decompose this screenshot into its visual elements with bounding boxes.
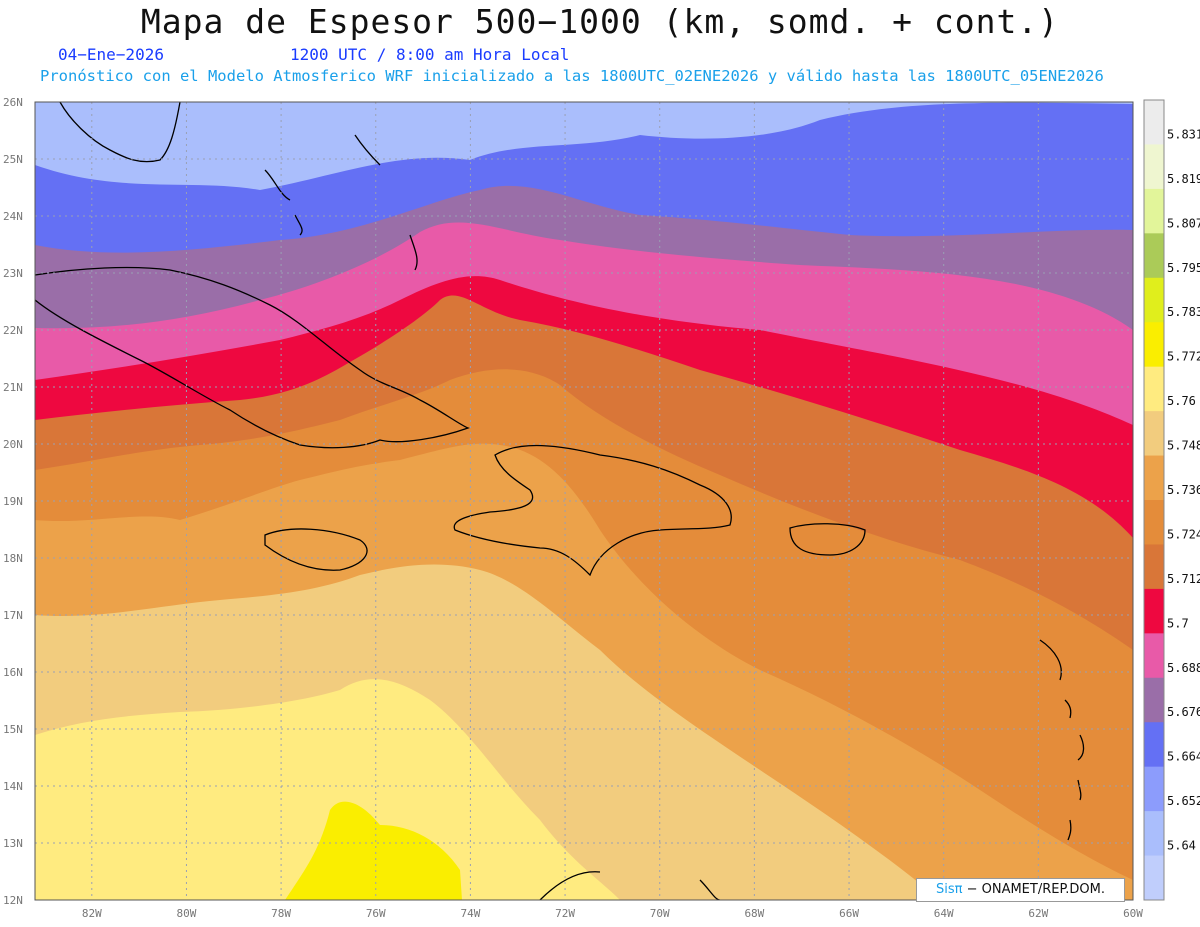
credit-box: Sisπ − ONAMET/REP.DOM. [916,878,1125,902]
colorbar-swatch [1144,366,1164,412]
colorbar-swatch [1144,277,1164,323]
colorbar-swatch [1144,633,1164,679]
colorbar-label: 5.772 [1167,350,1200,364]
colorbar-swatch [1144,500,1164,545]
lon-label: 70W [650,907,670,920]
lon-label: 72W [555,907,575,920]
colorbar-label: 5.712 [1167,572,1200,586]
lat-label: 26N [3,96,23,109]
latitude-labels: 26N 25N 24N 23N 22N 21N 20N 19N 18N 17N 16N 15N 14N 1… [3,96,23,907]
lon-label: 60W [1123,907,1143,920]
colorbar-swatch [1144,544,1164,590]
coastlines [35,102,1085,900]
colorbar-label: 5.688 [1167,661,1200,675]
jamaica-coast [264,528,368,571]
band-5.772 [285,801,462,900]
lon-label: 80W [177,907,197,920]
lat-label: 23N [3,267,23,280]
florida-coast [59,102,181,163]
lon-label: 66W [839,907,859,920]
bahamas-coast [264,134,418,271]
longitude-labels: 82W 80W 78W 76W 74W 72W 70W 68W 66W 64W 62W 60W [82,907,1143,920]
colorbar-swatch [1144,100,1164,145]
lat-label: 18N [3,552,23,565]
colorbar-swatch [1144,766,1164,812]
colorbar-swatch [1144,322,1164,368]
forecast-date: 04−Ene−2026 [58,45,164,64]
cuba-coast [35,266,470,449]
colorbar-swatch [1144,188,1164,234]
colorbar-swatch [1144,411,1164,457]
colorbar-label: 5.795 [1167,261,1200,275]
lat-label: 12N [3,894,23,907]
lat-label: 25N [3,153,23,166]
lon-label: 64W [934,907,954,920]
map-frame [34,101,1134,901]
colorbar-label: 5.724 [1167,527,1200,541]
lon-label: 68W [744,907,764,920]
lat-label: 14N [3,780,23,793]
lat-label: 20N [3,438,23,451]
lon-label: 78W [271,907,291,920]
lat-label: 16N [3,666,23,679]
lat-label: 13N [3,837,23,850]
forecast-description: Pronóstico con el Modelo Atmosferico WRF… [40,67,1104,85]
lon-label: 74W [460,907,480,920]
colorbar-swatch [1144,233,1164,279]
colorbar-swatch [1144,455,1164,501]
colorbar-label: 5.676 [1167,705,1200,719]
hispaniola-coast [453,444,732,577]
colorbar-swatch [1144,588,1164,634]
colorbar-label: 5.831 [1167,127,1200,141]
lat-lon-grid [35,101,1134,901]
map-title: Mapa de Espesor 500−1000 (km, somd. + co… [140,2,1060,41]
colorbar-swatch [1144,144,1164,190]
colorbar-label: 5.664 [1167,750,1200,764]
colorbar-label: 5.807 [1167,216,1200,230]
colorbar-label: 5.652 [1167,794,1200,808]
colorbar-label: 5.819 [1167,172,1200,186]
colorbar-label: 5.64 [1167,839,1196,853]
lat-label: 19N [3,495,23,508]
lon-label: 82W [82,907,102,920]
lat-label: 17N [3,609,23,622]
colorbar-label: 5.7 [1167,616,1189,630]
colorbar-label: 5.76 [1167,394,1196,408]
band-5.760 [35,679,620,900]
credit-org: − ONAMET/REP.DOM. [962,882,1105,897]
colorbar-swatch [1144,811,1164,857]
lat-label: 15N [3,723,23,736]
colorbar-frame [1143,99,1165,901]
lat-label: 22N [3,324,23,337]
lon-label: 62W [1028,907,1048,920]
forecast-time: 1200 UTC / 8:00 am Hora Local [290,45,570,64]
colorbar-label: 5.748 [1167,439,1200,453]
sis-logo: Sisπ [935,882,963,897]
colorbar-label: 5.736 [1167,483,1200,497]
colorbar-swatch [1144,722,1164,768]
colorbar-swatch [1144,855,1164,901]
lat-label: 24N [3,210,23,223]
thickness-bands [35,102,1133,900]
colorbar-swatch [1144,677,1164,723]
puerto-rico-coast [789,523,866,556]
lat-label: 21N [3,381,23,394]
colorbar-label: 5.783 [1167,305,1200,319]
colorbar: 5.831 5.819 5.807 5.795 5.783 5.772 5.76 5.748 5… [1143,99,1200,901]
lon-label: 76W [366,907,386,920]
lesser-antilles-coast [1039,639,1085,841]
